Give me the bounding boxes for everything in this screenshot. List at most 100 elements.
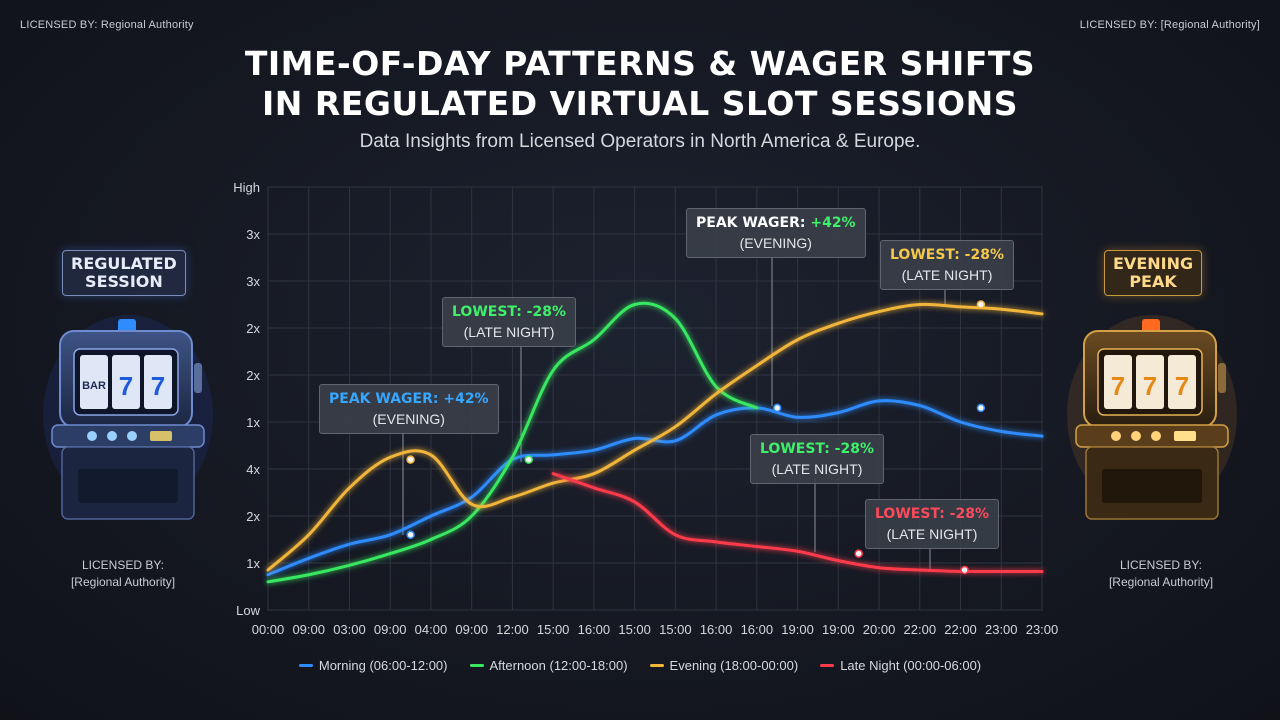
callout-head: PEAK WAGER:	[696, 215, 806, 231]
callout-head: LOWEST:	[452, 304, 522, 320]
y-tick-label: 2x	[246, 509, 260, 524]
callout-box: LOWEST: -28% (LATE NIGHT)	[442, 297, 576, 347]
legend-item: Evening (18:00-00:00)	[649, 658, 798, 673]
data-point-marker	[976, 403, 986, 413]
callout-value: -28%	[964, 247, 1004, 263]
y-tick-label: 2x	[246, 368, 260, 383]
page-title: TIME-OF-DAY PATTERNS & WAGER SHIFTS IN R…	[0, 44, 1280, 124]
svg-text:7: 7	[151, 371, 165, 401]
x-tick-label: 19:00	[781, 622, 814, 637]
evening-peak-badge: EVENING PEAK	[1104, 250, 1203, 296]
data-point-marker	[960, 565, 969, 575]
legend-swatch	[298, 664, 313, 667]
callout-value: +42%	[810, 215, 856, 231]
y-tick-label: 3x	[246, 274, 260, 289]
callout-box: LOWEST: -28% (LATE NIGHT)	[865, 499, 999, 549]
svg-text:7: 7	[1175, 371, 1189, 401]
callout-head: LOWEST:	[890, 247, 960, 263]
legend-swatch	[469, 664, 484, 667]
callout-sub: (LATE NIGHT)	[463, 324, 555, 340]
legend-item: Afternoon (12:00-18:00)	[469, 658, 628, 673]
badge-line-1: REGULATED	[71, 254, 177, 273]
y-tick-label: 1x	[246, 415, 260, 430]
license-right-line-2: [Regional Authority]	[1108, 575, 1214, 589]
x-tick-label: 09:00	[455, 622, 488, 637]
callout-sub: (LATE NIGHT)	[901, 267, 993, 283]
y-tick-label: 3x	[246, 227, 260, 242]
y-tick-label: 1x	[246, 556, 260, 571]
data-point-marker	[406, 530, 415, 540]
license-right-panel: LICENSED BY: [Regional Authority]	[1086, 557, 1236, 591]
data-point-marker	[524, 455, 533, 464]
legend-swatch	[820, 664, 835, 667]
callout-sub: (EVENING)	[739, 235, 812, 251]
x-tick-label: 15:00	[659, 622, 692, 637]
callout-value: -28%	[834, 441, 874, 457]
x-tick-label: 16:00	[700, 622, 733, 637]
x-tick-label: 12:00	[496, 622, 529, 637]
x-tick-label: 16:00	[578, 622, 611, 637]
legend-label: Afternoon (12:00-18:00)	[489, 658, 628, 673]
x-tick-label: 04:00	[415, 622, 448, 637]
x-tick-label: 09:00	[292, 622, 325, 637]
regulated-session-badge: REGULATED SESSION	[62, 250, 186, 296]
license-left-line-1: LICENSED BY:	[81, 558, 165, 572]
license-top-left: LICENSED BY: Regional Authority	[20, 19, 194, 31]
callout-head: PEAK WAGER:	[329, 391, 439, 407]
x-tick-label: 00:00	[252, 622, 285, 637]
callout-box: PEAK WAGER: +42% (EVENING)	[319, 384, 499, 434]
y-tick-label: High	[233, 180, 260, 195]
x-tick-label: 20:00	[863, 622, 896, 637]
slot-machine-icon: 7 7 7	[1067, 315, 1237, 520]
x-tick-label: 03:00	[333, 622, 366, 637]
legend-label: Late Night (00:00-06:00)	[840, 658, 982, 673]
svg-text:7: 7	[1111, 371, 1125, 401]
y-tick-label: 2x	[246, 321, 260, 336]
callout-sub: (EVENING)	[372, 411, 445, 427]
callout-head: LOWEST:	[760, 441, 830, 457]
callout-sub: (LATE NIGHT)	[886, 526, 978, 542]
svg-text:BAR: BAR	[82, 380, 106, 392]
x-tick-label: 23:00	[985, 622, 1018, 637]
callout-head: LOWEST:	[875, 506, 945, 522]
callout-value: -28%	[526, 304, 566, 320]
badge-line-1: EVENING	[1113, 254, 1194, 273]
x-tick-label: 19:00	[822, 622, 855, 637]
license-top-right: LICENSED BY: [Regional Authority]	[1079, 19, 1260, 31]
license-left-panel: LICENSED BY: [Regional Authority]	[48, 557, 198, 591]
callout-value: +42%	[443, 391, 489, 407]
y-tick-label: Low	[236, 603, 260, 618]
callout-box: PEAK WAGER: +42% (EVENING)	[686, 208, 866, 258]
legend-swatch	[649, 664, 664, 667]
legend-item: Late Night (00:00-06:00)	[820, 658, 981, 673]
chart-legend: Morning (06:00-12:00) Afternoon (12:00-1…	[0, 658, 1280, 673]
y-tick-label: 4x	[246, 462, 260, 477]
x-tick-label: 23:00	[1026, 622, 1059, 637]
legend-label: Morning (06:00-12:00)	[318, 658, 448, 673]
data-point-marker	[976, 300, 986, 309]
badge-line-2: PEAK	[1129, 272, 1177, 291]
page-subtitle: Data Insights from Licensed Operators in…	[359, 131, 921, 152]
callout-box: LOWEST: -28% (LATE NIGHT)	[880, 240, 1014, 290]
data-point-marker	[772, 403, 782, 413]
badge-line-2: SESSION	[85, 272, 163, 291]
x-tick-label: 22:00	[904, 622, 937, 637]
x-tick-label: 22:00	[944, 622, 977, 637]
x-tick-label: 15:00	[537, 622, 570, 637]
x-tick-label: 09:00	[374, 622, 407, 637]
callout-box: LOWEST: -28% (LATE NIGHT)	[750, 434, 884, 484]
legend-item: Morning (06:00-12:00)	[298, 658, 448, 673]
data-point-marker	[406, 455, 415, 464]
title-line-2: IN REGULATED VIRTUAL SLOT SESSIONS	[261, 84, 1018, 123]
x-tick-label: 16:00	[741, 622, 774, 637]
slot-machine-icon: BAR 7 7	[43, 315, 213, 520]
svg-text:7: 7	[1143, 371, 1157, 401]
callout-value: -28%	[949, 506, 989, 522]
license-right-line-1: LICENSED BY:	[1119, 558, 1203, 572]
data-point-marker	[854, 549, 863, 558]
x-tick-label: 15:00	[618, 622, 651, 637]
callout-sub: (LATE NIGHT)	[771, 461, 863, 477]
license-left-line-2: [Regional Authority]	[70, 575, 176, 589]
title-line-1: TIME-OF-DAY PATTERNS & WAGER SHIFTS	[244, 44, 1036, 83]
svg-text:7: 7	[119, 371, 133, 401]
